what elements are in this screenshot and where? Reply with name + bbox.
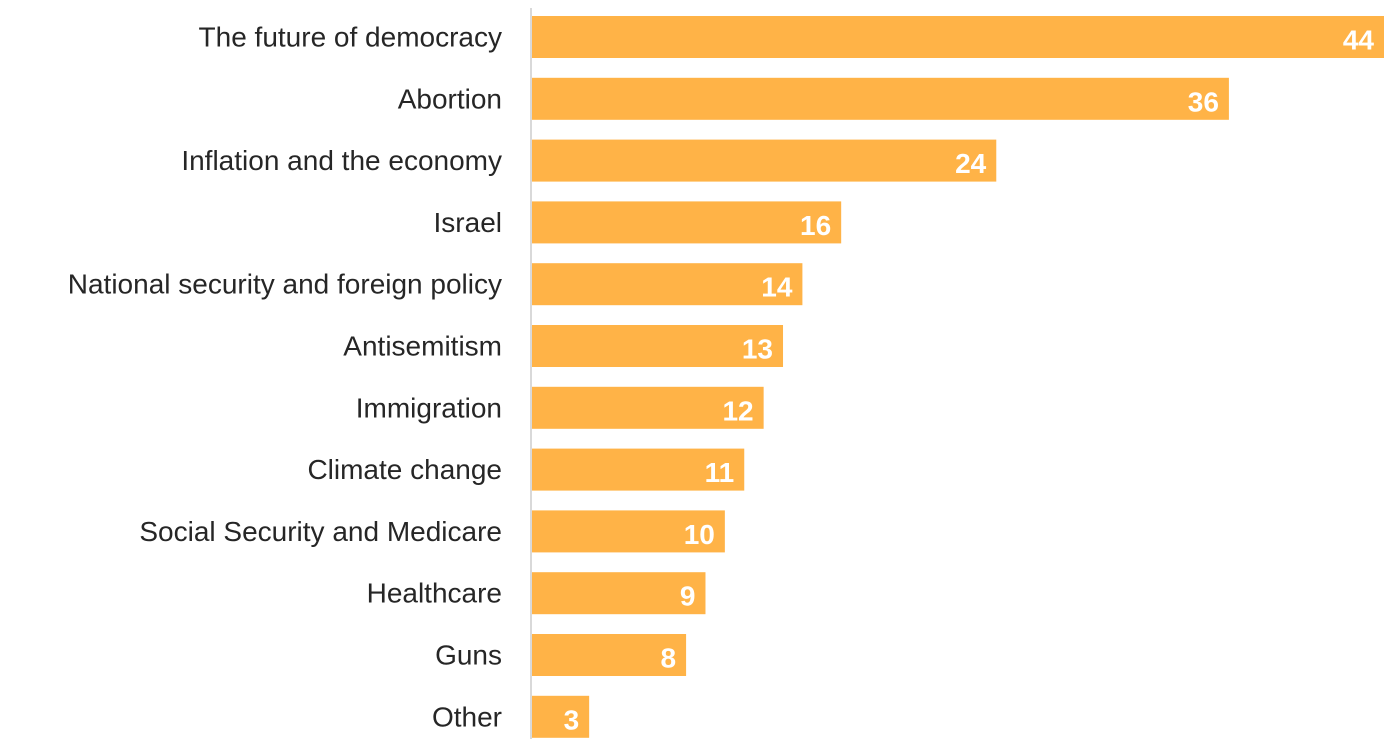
- category-label: Antisemitism: [343, 331, 502, 362]
- category-label: Other: [432, 701, 502, 732]
- bar: [532, 325, 784, 367]
- bar: [532, 263, 803, 306]
- category-label: Inflation and the economy: [181, 145, 502, 176]
- bar-value-label: 11: [705, 457, 735, 488]
- bar: [532, 139, 997, 182]
- category-label: Israel: [434, 207, 502, 238]
- bar-value-label: 10: [684, 519, 715, 550]
- category-label: Guns: [435, 640, 502, 671]
- bar: [532, 201, 842, 244]
- bar: [532, 572, 706, 615]
- category-label: National security and foreign policy: [68, 269, 502, 300]
- category-label: Immigration: [356, 392, 502, 423]
- bar-value-label: 8: [661, 643, 677, 674]
- bar: [532, 695, 590, 738]
- bar-value-label: 24: [955, 148, 987, 179]
- bar: [532, 634, 687, 676]
- category-label: The future of democracy: [199, 22, 502, 53]
- bar: [532, 16, 1384, 58]
- bar-value-label: 12: [722, 395, 753, 426]
- bar: [532, 77, 1229, 120]
- bar: [532, 448, 745, 491]
- bar-value-label: 44: [1343, 25, 1375, 56]
- bar-value-label: 13: [742, 334, 773, 365]
- category-labels-group: The future of democracy Abortion Inflation…: [68, 22, 502, 733]
- bar-value-label: 36: [1188, 86, 1219, 117]
- category-label: Social Security and Medicare: [139, 516, 502, 547]
- category-label: Abortion: [398, 83, 502, 114]
- bar: [532, 510, 725, 553]
- bar-value-label: 16: [800, 210, 831, 241]
- bar-value-label: 9: [680, 581, 696, 612]
- bar-value-label: 14: [761, 272, 793, 303]
- bar: [532, 386, 764, 429]
- bar-value-label: 3: [564, 704, 580, 735]
- category-label: Climate change: [307, 454, 502, 485]
- bars-group: [532, 16, 1384, 738]
- category-label: Healthcare: [367, 578, 502, 609]
